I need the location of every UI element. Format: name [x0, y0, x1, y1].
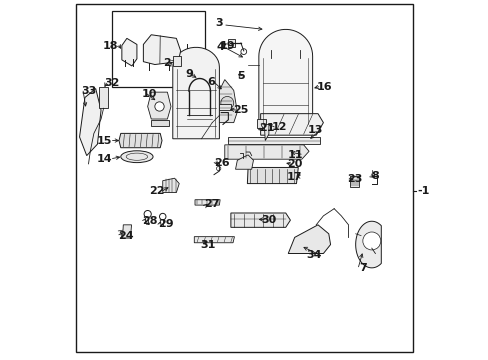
Text: 24: 24 — [118, 231, 134, 240]
Text: 33: 33 — [81, 86, 97, 96]
Polygon shape — [172, 48, 219, 139]
Bar — [219, 104, 230, 110]
Circle shape — [221, 96, 233, 109]
Text: 4: 4 — [217, 42, 224, 52]
Circle shape — [362, 232, 380, 250]
Polygon shape — [194, 237, 234, 243]
Text: 26: 26 — [214, 158, 229, 168]
Polygon shape — [224, 145, 308, 159]
Polygon shape — [172, 56, 180, 66]
Polygon shape — [264, 125, 268, 140]
Polygon shape — [235, 155, 253, 169]
Circle shape — [144, 211, 151, 218]
Text: 12: 12 — [271, 122, 286, 132]
Polygon shape — [163, 178, 179, 193]
Circle shape — [155, 102, 164, 111]
Text: -1: -1 — [417, 186, 429, 196]
Text: 17: 17 — [286, 172, 301, 182]
Polygon shape — [80, 89, 101, 156]
Polygon shape — [230, 213, 290, 227]
Text: 30: 30 — [261, 215, 276, 225]
Polygon shape — [219, 80, 237, 123]
Ellipse shape — [121, 151, 153, 163]
Polygon shape — [122, 39, 137, 66]
Text: 18: 18 — [102, 41, 118, 50]
Text: 34: 34 — [305, 250, 321, 260]
Text: 25: 25 — [233, 105, 248, 115]
Text: 20: 20 — [287, 159, 302, 169]
Circle shape — [159, 213, 165, 220]
Bar — [257, 119, 266, 128]
Text: 31: 31 — [201, 239, 216, 249]
Bar — [112, 12, 204, 87]
Polygon shape — [349, 176, 359, 187]
Polygon shape — [247, 167, 298, 184]
Text: 22: 22 — [149, 186, 164, 197]
Text: 5: 5 — [237, 71, 244, 81]
Text: 15: 15 — [96, 136, 112, 146]
Text: 27: 27 — [204, 199, 220, 210]
Polygon shape — [147, 92, 171, 119]
Text: 23: 23 — [346, 174, 362, 184]
Text: 8: 8 — [371, 171, 379, 181]
Text: 29: 29 — [158, 219, 173, 229]
Polygon shape — [228, 137, 319, 144]
Text: 3: 3 — [215, 18, 223, 28]
Polygon shape — [122, 225, 131, 238]
Circle shape — [216, 166, 221, 171]
Text: 14: 14 — [96, 154, 112, 164]
Polygon shape — [143, 35, 180, 64]
Text: 16: 16 — [316, 82, 331, 92]
Text: 6: 6 — [206, 77, 214, 87]
Bar — [151, 120, 169, 126]
Text: 28: 28 — [142, 216, 158, 225]
Polygon shape — [99, 87, 107, 108]
Text: 11: 11 — [287, 150, 303, 160]
Polygon shape — [119, 134, 162, 148]
Text: 2: 2 — [163, 58, 171, 68]
Text: 9: 9 — [185, 69, 193, 79]
Polygon shape — [258, 30, 312, 130]
Text: 7: 7 — [359, 263, 366, 273]
Bar — [228, 40, 234, 46]
Text: 10: 10 — [142, 89, 157, 99]
Polygon shape — [287, 225, 330, 253]
Text: 19: 19 — [220, 41, 235, 50]
Circle shape — [241, 49, 246, 54]
Polygon shape — [355, 221, 381, 268]
Text: 13: 13 — [307, 125, 323, 135]
Polygon shape — [195, 200, 220, 205]
Polygon shape — [260, 114, 323, 135]
Text: 32: 32 — [104, 78, 119, 88]
Text: 21: 21 — [259, 123, 274, 133]
